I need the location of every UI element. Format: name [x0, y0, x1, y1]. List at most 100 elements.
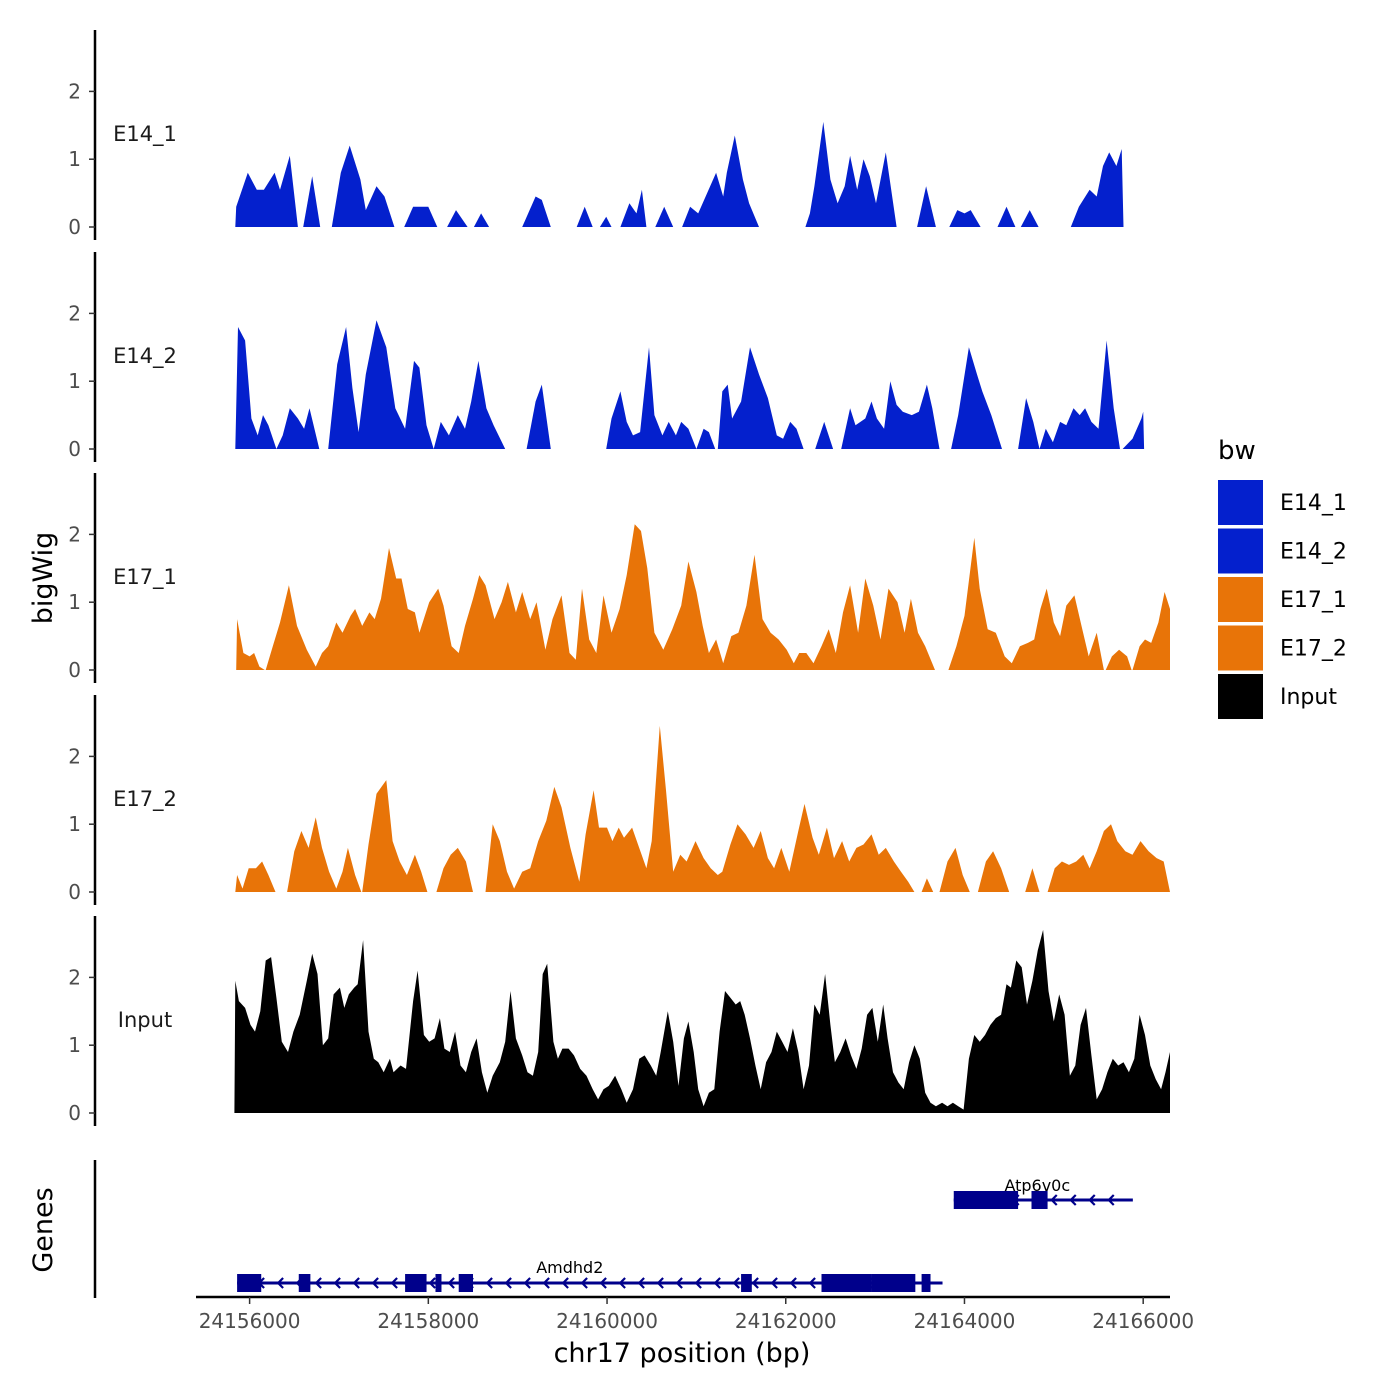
strand-arrow — [1107, 1194, 1115, 1206]
signal-area-E14_2 — [951, 347, 1002, 449]
bigwig-tracks: 0 1 2 E14_1 0 1 2 E14_2 0 1 2 E17_1 0 1 2 E17_2 0 1 2 Input — [68, 30, 1170, 1126]
signal-area-E14_1 — [331, 145, 395, 227]
y-tick-label: 1 — [68, 1033, 81, 1057]
x-axis: 24156000 24158000 24160000 24162000 24164000… — [196, 1295, 1194, 1333]
strand-arrow — [694, 1277, 702, 1289]
x-tick-label: 24162000 — [735, 1309, 837, 1333]
exon-block — [741, 1274, 752, 1292]
signal-area-E14_1 — [682, 135, 759, 227]
signal-area-E14_1 — [447, 210, 468, 227]
x-tick-label: 24164000 — [914, 1309, 1016, 1333]
signal-area-E14_1 — [1070, 149, 1124, 227]
track-label-E17_1: E17_1 — [113, 565, 177, 590]
y-tick-label: 2 — [68, 965, 81, 989]
signal-area-E14_1 — [522, 196, 551, 227]
y-tick-label: 2 — [68, 744, 81, 768]
strand-arrow — [352, 1277, 360, 1289]
strand-arrow — [751, 1277, 759, 1289]
signal-area-E14_2 — [717, 347, 804, 449]
strand-arrow — [1088, 1194, 1096, 1206]
strand-arrow — [675, 1277, 683, 1289]
strand-arrow — [561, 1277, 569, 1289]
legend-key-E17_1 — [1218, 577, 1263, 622]
gene-panel: Amdhd2 Atp6v0c — [93, 1160, 1133, 1298]
strand-arrow — [447, 1277, 455, 1289]
legend: bw E14_1 E14_2 E17_1 E17_2 Input — [1218, 436, 1347, 719]
strand-arrow — [580, 1277, 588, 1289]
y-tick-label: 1 — [68, 147, 81, 171]
signal-area-E17_2 — [235, 861, 276, 892]
y-tick-label: 1 — [68, 812, 81, 836]
signal-area-E14_1 — [576, 206, 593, 227]
signal-area-E14_1 — [303, 176, 321, 227]
signal-area-E14_2 — [1122, 411, 1145, 449]
y-tick-label: 0 — [68, 437, 81, 461]
signal-area-E17_2 — [287, 817, 362, 892]
strand-arrow — [637, 1277, 645, 1289]
strand-arrow — [542, 1277, 550, 1289]
signal-area-E17_1 — [1105, 649, 1132, 670]
x-tick-label: 24166000 — [1092, 1309, 1194, 1333]
strand-arrow — [732, 1277, 740, 1289]
legend-key-E17_2 — [1218, 625, 1263, 671]
track-label-E14_1: E14_1 — [113, 122, 177, 147]
track-E17_2: 0 1 2 E17_2 — [68, 695, 1170, 905]
signal-area-E14_2 — [606, 347, 716, 449]
signal-area-E14_1 — [917, 186, 936, 227]
signal-area-E17_2 — [977, 851, 1010, 892]
gene-panel-title: Genes — [28, 1187, 59, 1272]
signal-area-E17_2 — [436, 847, 473, 892]
legend-key-E14_2 — [1218, 528, 1263, 574]
strand-arrow — [390, 1277, 398, 1289]
strand-arrow — [371, 1277, 379, 1289]
signal-area-E17_2 — [939, 847, 970, 892]
signal-area-E17_2 — [921, 878, 934, 892]
signal-area-E17_2 — [485, 725, 915, 892]
strand-arrow — [1069, 1194, 1077, 1206]
signal-area-E14_1 — [235, 155, 298, 227]
y-tick-label: 0 — [68, 215, 81, 239]
y-tick-label: 1 — [68, 590, 81, 614]
x-tick-label: 24160000 — [556, 1309, 658, 1333]
legend-key-Input — [1218, 674, 1263, 719]
exon-block — [458, 1274, 474, 1292]
signal-area-E17_2 — [1047, 824, 1170, 892]
signal-area-E17_2 — [1025, 868, 1040, 892]
exon-block — [435, 1274, 442, 1292]
strand-arrow — [1050, 1194, 1058, 1206]
strand-arrow — [485, 1277, 493, 1289]
y-tick-label: 0 — [68, 658, 81, 682]
strand-arrow — [599, 1277, 607, 1289]
exon-block — [871, 1274, 916, 1292]
strand-arrow — [770, 1277, 778, 1289]
y-tick-label: 0 — [68, 880, 81, 904]
signal-area-E17_2 — [362, 780, 428, 892]
signal-area-E14_1 — [473, 213, 490, 227]
gene-Atp6v0c: Atp6v0c — [953, 1176, 1133, 1209]
y-axis-title: bigWig — [28, 532, 59, 625]
exon-block — [298, 1274, 311, 1292]
strand-arrow — [656, 1277, 664, 1289]
signal-area-E14_2 — [526, 384, 551, 449]
signal-area-E14_1 — [1020, 210, 1039, 227]
y-tick-label: 2 — [68, 522, 81, 546]
x-tick-label: 24158000 — [377, 1309, 479, 1333]
signal-area-E14_2 — [328, 320, 506, 449]
exon-block — [1031, 1191, 1048, 1209]
signal-area-E14_2 — [841, 381, 940, 449]
strand-arrow — [713, 1277, 721, 1289]
strand-arrow — [808, 1277, 816, 1289]
strand-arrow — [789, 1277, 797, 1289]
legend-label-Input: Input — [1280, 685, 1337, 710]
legend-label-E14_1: E14_1 — [1280, 491, 1347, 516]
track-Input: 0 1 2 Input — [68, 916, 1170, 1126]
gene-label: Amdhd2 — [536, 1258, 603, 1277]
strand-arrow — [314, 1277, 322, 1289]
strand-arrow — [428, 1277, 436, 1289]
y-tick-label: 0 — [68, 1101, 81, 1125]
signal-area-E14_2 — [1018, 340, 1120, 449]
gene-label: Atp6v0c — [1004, 1176, 1070, 1195]
signal-area-E14_1 — [655, 206, 674, 227]
signal-area-Input — [234, 929, 1170, 1113]
